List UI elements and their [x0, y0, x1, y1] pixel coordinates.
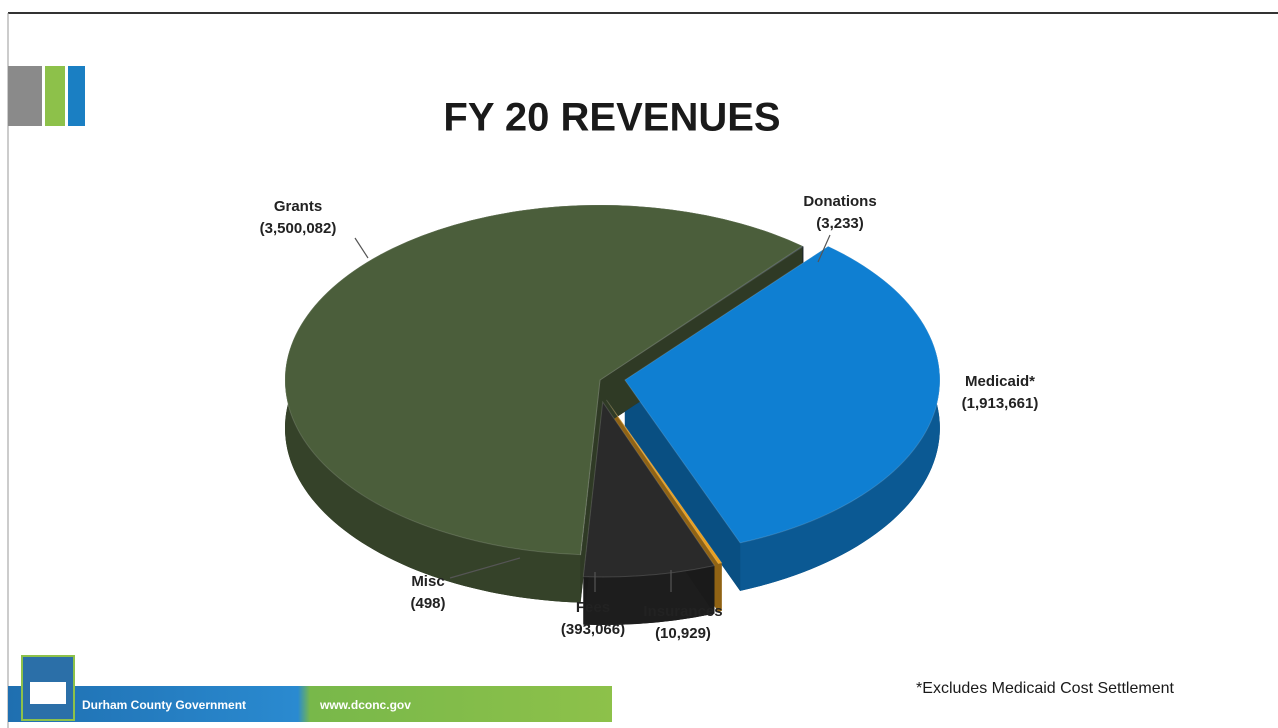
slice	[599, 245, 805, 381]
slice	[624, 245, 941, 544]
footer-name: Durham County Government	[82, 698, 246, 712]
footer-url[interactable]: www.dconc.gov	[319, 698, 411, 712]
leader-lines	[354, 234, 831, 592]
labels: Donations (3,233) Medicaid* (1,913,661) Insu…	[260, 193, 1039, 642]
slice	[606, 399, 723, 565]
slice-value-label: (393,066)	[561, 621, 625, 638]
chart-title: FY 20 REVENUES	[443, 96, 780, 140]
logo-mark	[30, 682, 66, 704]
slice-value-label: (1,913,661)	[962, 395, 1039, 412]
slice-label: Misc	[411, 573, 444, 590]
leader-line	[449, 557, 521, 579]
leader-line	[354, 237, 369, 259]
footer-bar	[8, 686, 612, 722]
slice	[284, 204, 804, 556]
slice-wall	[624, 380, 741, 591]
accent-blue	[68, 66, 85, 126]
slice-side	[583, 565, 715, 625]
leader-line	[817, 234, 831, 263]
accent-gray	[8, 66, 42, 126]
slice-value-label: (3,500,082)	[260, 220, 337, 237]
slice-value-label: (498)	[410, 595, 445, 612]
slice-value-label: (3,233)	[816, 215, 864, 232]
slice-label: Insurances	[643, 603, 722, 620]
footnote: *Excludes Medicaid Cost Settlement	[916, 680, 1174, 697]
slice-label: Donations	[803, 193, 876, 210]
slice-value-label: (10,929)	[655, 625, 711, 642]
slice-label: Medicaid*	[965, 373, 1035, 390]
slice-label: Fees	[576, 599, 610, 616]
slice	[582, 400, 716, 578]
pie	[284, 204, 941, 625]
slice-label: Grants	[274, 198, 322, 215]
accent-green	[45, 66, 65, 126]
slice-wall	[580, 380, 600, 603]
